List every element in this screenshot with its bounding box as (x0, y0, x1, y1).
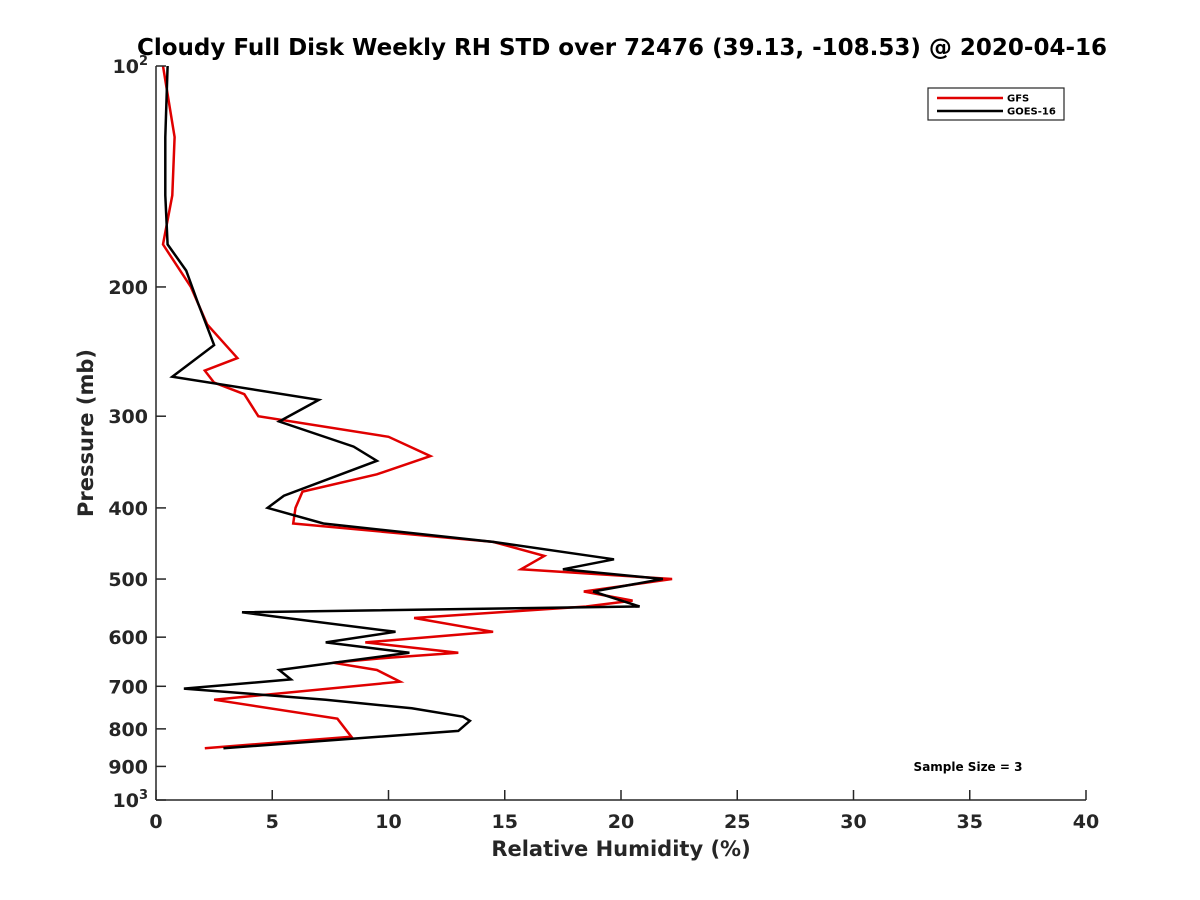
x-tick-label: 20 (608, 811, 634, 833)
sample-size-annotation: Sample Size = 3 (914, 760, 1023, 774)
series-line-gfs (161, 65, 673, 750)
legend: GFS GOES-16 (927, 87, 1065, 121)
x-tick-label: 35 (957, 811, 983, 833)
series-layer (161, 65, 673, 750)
x-tick-label: 10 (375, 811, 401, 833)
y-tick-label: 103 (113, 788, 149, 812)
x-tick-label: 30 (840, 811, 866, 833)
y-tick-label: 102 (113, 54, 149, 78)
x-axis-label: Relative Humidity (%) (491, 837, 750, 861)
plot-area: 0 5 10 15 20 25 30 35 40 102 200 300 400 500 600 700 80… (108, 54, 1099, 833)
y-tick-label: 200 (108, 277, 148, 299)
series-line-goes16 (164, 65, 664, 750)
y-tick-label: 700 (108, 676, 148, 698)
x-tick-label: 40 (1073, 811, 1099, 833)
x-axis-ticks: 0 5 10 15 20 25 30 35 40 (149, 790, 1099, 833)
x-tick-label: 15 (492, 811, 518, 833)
y-tick-label: 400 (108, 498, 148, 520)
x-tick-label: 25 (724, 811, 750, 833)
y-tick-label: 300 (108, 406, 148, 428)
legend-entry-goes16: GOES-16 (1007, 107, 1056, 118)
y-axis-label: Pressure (mb) (74, 349, 98, 517)
legend-box (927, 87, 1065, 121)
y-tick-label: 800 (108, 719, 148, 741)
y-tick-label: 500 (108, 569, 148, 591)
x-tick-label: 5 (266, 811, 279, 833)
chart-title: Cloudy Full Disk Weekly RH STD over 7247… (137, 35, 1107, 61)
y-tick-label: 900 (108, 756, 148, 778)
x-tick-label: 0 (149, 811, 162, 833)
legend-entry-gfs: GFS (1007, 94, 1029, 105)
y-axis-ticks: 102 200 300 400 500 600 700 800 900 103 (108, 54, 166, 812)
y-tick-label: 600 (108, 627, 148, 649)
